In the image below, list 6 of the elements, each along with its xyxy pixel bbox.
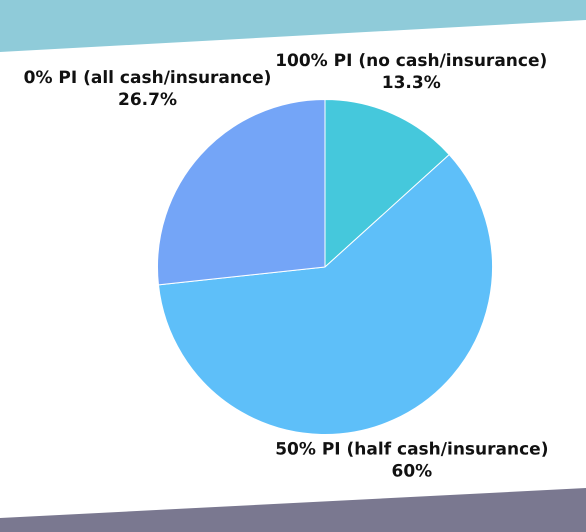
data-label: 13.3%	[382, 73, 441, 94]
slice-label: 0% PI (all cash/insurance)	[24, 68, 272, 88]
data-label: 26.7%	[118, 90, 177, 110]
slice-label: 100% PI (no cash/insurance)	[275, 51, 548, 72]
slice-label: 50% PI (half cash/insurance)	[275, 439, 548, 460]
data-label: 60%	[391, 461, 432, 482]
